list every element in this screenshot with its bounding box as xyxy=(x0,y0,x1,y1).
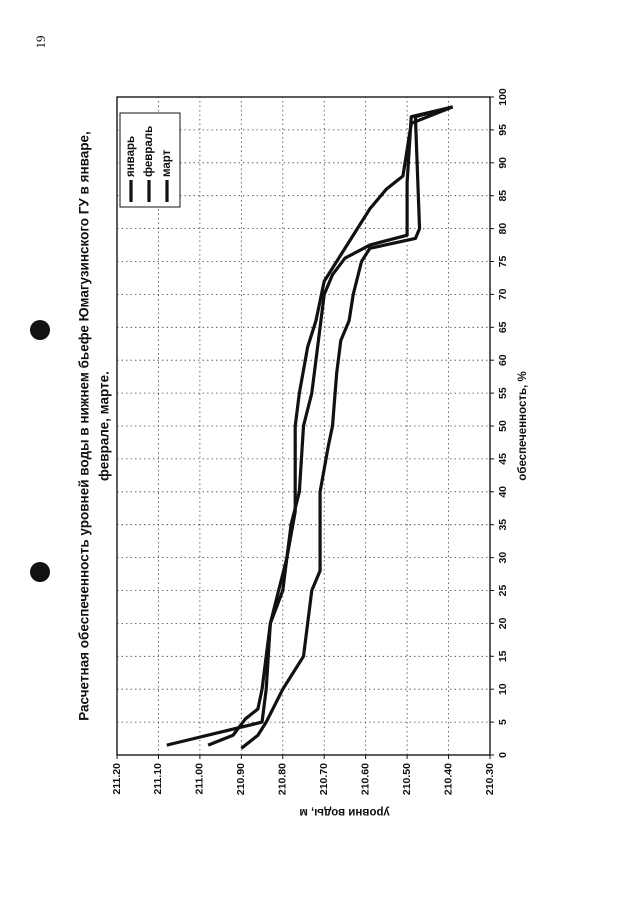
x-tick-label: 100 xyxy=(497,88,509,106)
y-tick-label: 211.10 xyxy=(152,763,164,795)
x-axis-title: обеспеченность, % xyxy=(517,371,529,480)
x-tick-label: 95 xyxy=(497,124,509,136)
x-tick-label: 25 xyxy=(497,585,509,597)
x-tick-label: 50 xyxy=(497,420,509,432)
x-tick-label: 55 xyxy=(497,387,509,399)
y-tick-label: 210.50 xyxy=(401,763,413,795)
x-tick-label: 60 xyxy=(497,354,509,366)
y-tick-label: 210.70 xyxy=(318,763,330,795)
x-tick-label: 0 xyxy=(497,752,509,758)
y-tick-label: 210.60 xyxy=(359,763,371,795)
y-tick-label: 211.00 xyxy=(194,763,206,795)
x-tick-label: 35 xyxy=(497,519,509,531)
data-line xyxy=(240,105,454,750)
legend-label: февраль xyxy=(143,126,155,177)
data-line xyxy=(207,105,454,747)
legend-box xyxy=(119,112,181,208)
page-number: 19 xyxy=(33,36,48,49)
x-tick-label: 90 xyxy=(497,157,509,169)
x-tick-label: 85 xyxy=(497,190,509,202)
chart-title: Расчетная обеспеченность уровней воды в … xyxy=(77,131,92,721)
legend-label: март xyxy=(161,149,173,177)
legend-label: январь xyxy=(125,136,137,177)
y-tick-label: 211.20 xyxy=(111,763,123,795)
x-tick-label: 75 xyxy=(497,256,509,268)
x-tick-label: 30 xyxy=(497,552,509,564)
x-tick-label: 15 xyxy=(497,650,509,662)
y-tick-label: 210.80 xyxy=(277,763,289,795)
chart-title: феврале, марте. xyxy=(97,371,112,481)
y-tick-label: 210.90 xyxy=(235,763,247,795)
x-tick-label: 80 xyxy=(497,223,509,235)
punch-hole xyxy=(30,562,50,582)
y-axis-title: уровни воды, м xyxy=(299,806,389,818)
x-tick-label: 10 xyxy=(497,683,509,695)
x-tick-label: 40 xyxy=(497,486,509,498)
x-tick-label: 20 xyxy=(497,617,509,629)
y-tick-label: 210.30 xyxy=(484,763,496,795)
plot-border xyxy=(116,96,491,756)
chart: Расчетная обеспеченность уровней воды в … xyxy=(77,88,529,818)
x-tick-label: 65 xyxy=(497,321,509,333)
x-tick-label: 5 xyxy=(497,719,509,725)
x-tick-label: 45 xyxy=(497,453,509,465)
x-tick-label: 70 xyxy=(497,288,509,300)
y-tick-label: 210.40 xyxy=(442,763,454,795)
punch-hole xyxy=(30,320,50,340)
